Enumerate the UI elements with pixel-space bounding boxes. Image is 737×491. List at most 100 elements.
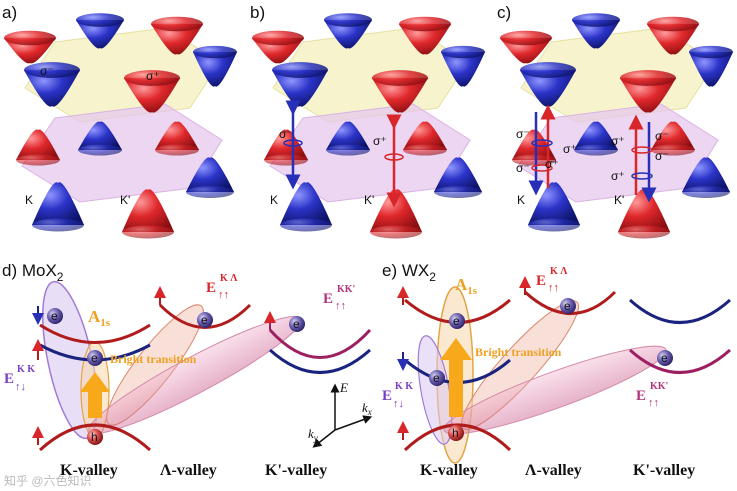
panel-c-sigma-4: σ⁺ [545, 157, 559, 171]
conduction-cone [76, 20, 124, 49]
cone-base [434, 186, 482, 198]
e-kk-label: E [382, 388, 392, 404]
e-kkp-sup: KK' [337, 284, 356, 295]
valley-lambda-label: Λ-valley [160, 462, 217, 479]
panel-a-K: K [25, 193, 33, 207]
valence-cone [370, 189, 422, 232]
cone-base [618, 225, 670, 239]
polarization-ring-icon [631, 146, 653, 154]
cone-base [122, 225, 174, 239]
e-klambda-label: E [206, 280, 216, 296]
conduction-cone [647, 24, 699, 55]
cone-rim [620, 70, 676, 86]
axis-kx-label: kx [362, 400, 372, 417]
axes-icon [312, 383, 373, 448]
panel-b-sigma-plus: σ⁺ [373, 134, 387, 148]
cone-base [682, 186, 730, 198]
e-kk-label: E [4, 371, 14, 387]
panel-c-sigma-5: σ⁺ [611, 134, 625, 148]
electron-ball [560, 298, 576, 314]
valley-kp-label: K'-valley [633, 462, 695, 479]
bright-transition-arrow [88, 388, 102, 418]
valley-kp-label: K'-valley [265, 462, 327, 479]
electron-label: e [433, 371, 440, 385]
valley-lambda-label: Λ-valley [525, 462, 582, 479]
valence-cone [122, 189, 174, 232]
panel-a-sigma-minus: σ⁻ [40, 64, 54, 78]
e-kk-sub: ↑↓ [15, 381, 26, 393]
electron-ball [87, 350, 103, 366]
panel-e-label: e) WX2 [382, 261, 436, 284]
conduction-cone [372, 78, 428, 113]
watermark: 知乎 @六色知识 [4, 474, 92, 488]
cone-rim [151, 16, 203, 32]
valence-cone [78, 121, 122, 150]
electron-ball [47, 308, 63, 324]
cone-base [403, 144, 447, 156]
cone-base [512, 154, 556, 166]
panel-b-Kp: K' [364, 193, 374, 207]
k-valley-valence-band [38, 423, 152, 452]
panel-d: e e e e h [32, 280, 372, 452]
conduction-cone [500, 38, 552, 64]
cone-rim [24, 62, 80, 78]
conduction-cone [689, 52, 733, 87]
kp-valley-upper-band [628, 298, 732, 324]
polarization-ring-icon [531, 139, 553, 147]
conduction-cone [193, 52, 237, 87]
cone-base [370, 225, 422, 239]
polarization-ring-icon [531, 164, 553, 172]
cone-base [186, 186, 234, 198]
e-kk-sub: ↑↓ [393, 398, 404, 410]
cone-base [155, 144, 199, 156]
cone-rim [272, 62, 328, 78]
panel-c-sigma-7: σ⁺ [611, 169, 625, 183]
valley-k-label: K-valley [60, 462, 118, 479]
bright-transition-arrowhead [440, 338, 472, 360]
cone-rim [252, 30, 304, 46]
panel-c-sigma-6: σ⁻ [655, 149, 669, 163]
cone-base [16, 154, 60, 166]
valence-cone [280, 182, 332, 225]
panel-c-label: c) [497, 3, 511, 22]
a1s-label: A1s [88, 307, 111, 329]
electron-ball [449, 313, 465, 329]
conduction-cone [399, 24, 451, 55]
valence-cone [326, 121, 370, 150]
valence-cone [186, 157, 234, 192]
valence-cone [618, 189, 670, 232]
cone-rim [4, 30, 56, 46]
conduction-cone [151, 24, 203, 55]
electron-ball [657, 350, 673, 366]
e-klambda-sub: ↑↑ [218, 289, 229, 301]
cone-rim [193, 45, 237, 59]
valence-cone [403, 121, 447, 150]
polarization-ring-icon [631, 172, 653, 180]
conduction-cone [124, 78, 180, 113]
cone-base [264, 154, 308, 166]
k-valley-upper-band [39, 323, 151, 344]
electron-ball [429, 370, 445, 386]
valence-cone [155, 121, 199, 150]
valence-cone [32, 182, 84, 225]
cone-rim [647, 16, 699, 32]
electron-ball [197, 312, 213, 328]
cone-rim [76, 13, 124, 27]
panel-a-Kp: K' [120, 193, 130, 207]
cone-rim [124, 70, 180, 86]
bright-transition-label: Bright transition [475, 345, 562, 359]
cone-rim [441, 45, 485, 59]
e-kkp-sub: ↑↑ [335, 300, 346, 312]
e-kk-sup: K K [17, 364, 35, 375]
bright-transition-label: Bright transition [110, 352, 197, 366]
electron-label: e [661, 351, 668, 365]
polarization-ring-icon [384, 153, 404, 161]
valence-cone [651, 121, 695, 150]
cone-base [326, 144, 370, 156]
panel-a-label: a) [2, 3, 17, 22]
panel-b-label: b) [250, 3, 265, 22]
panel-c-sigma-1: σ⁻ [516, 127, 530, 141]
cone-base [32, 218, 84, 232]
e-kkp-label: E [636, 388, 646, 404]
cone-base [651, 144, 695, 156]
